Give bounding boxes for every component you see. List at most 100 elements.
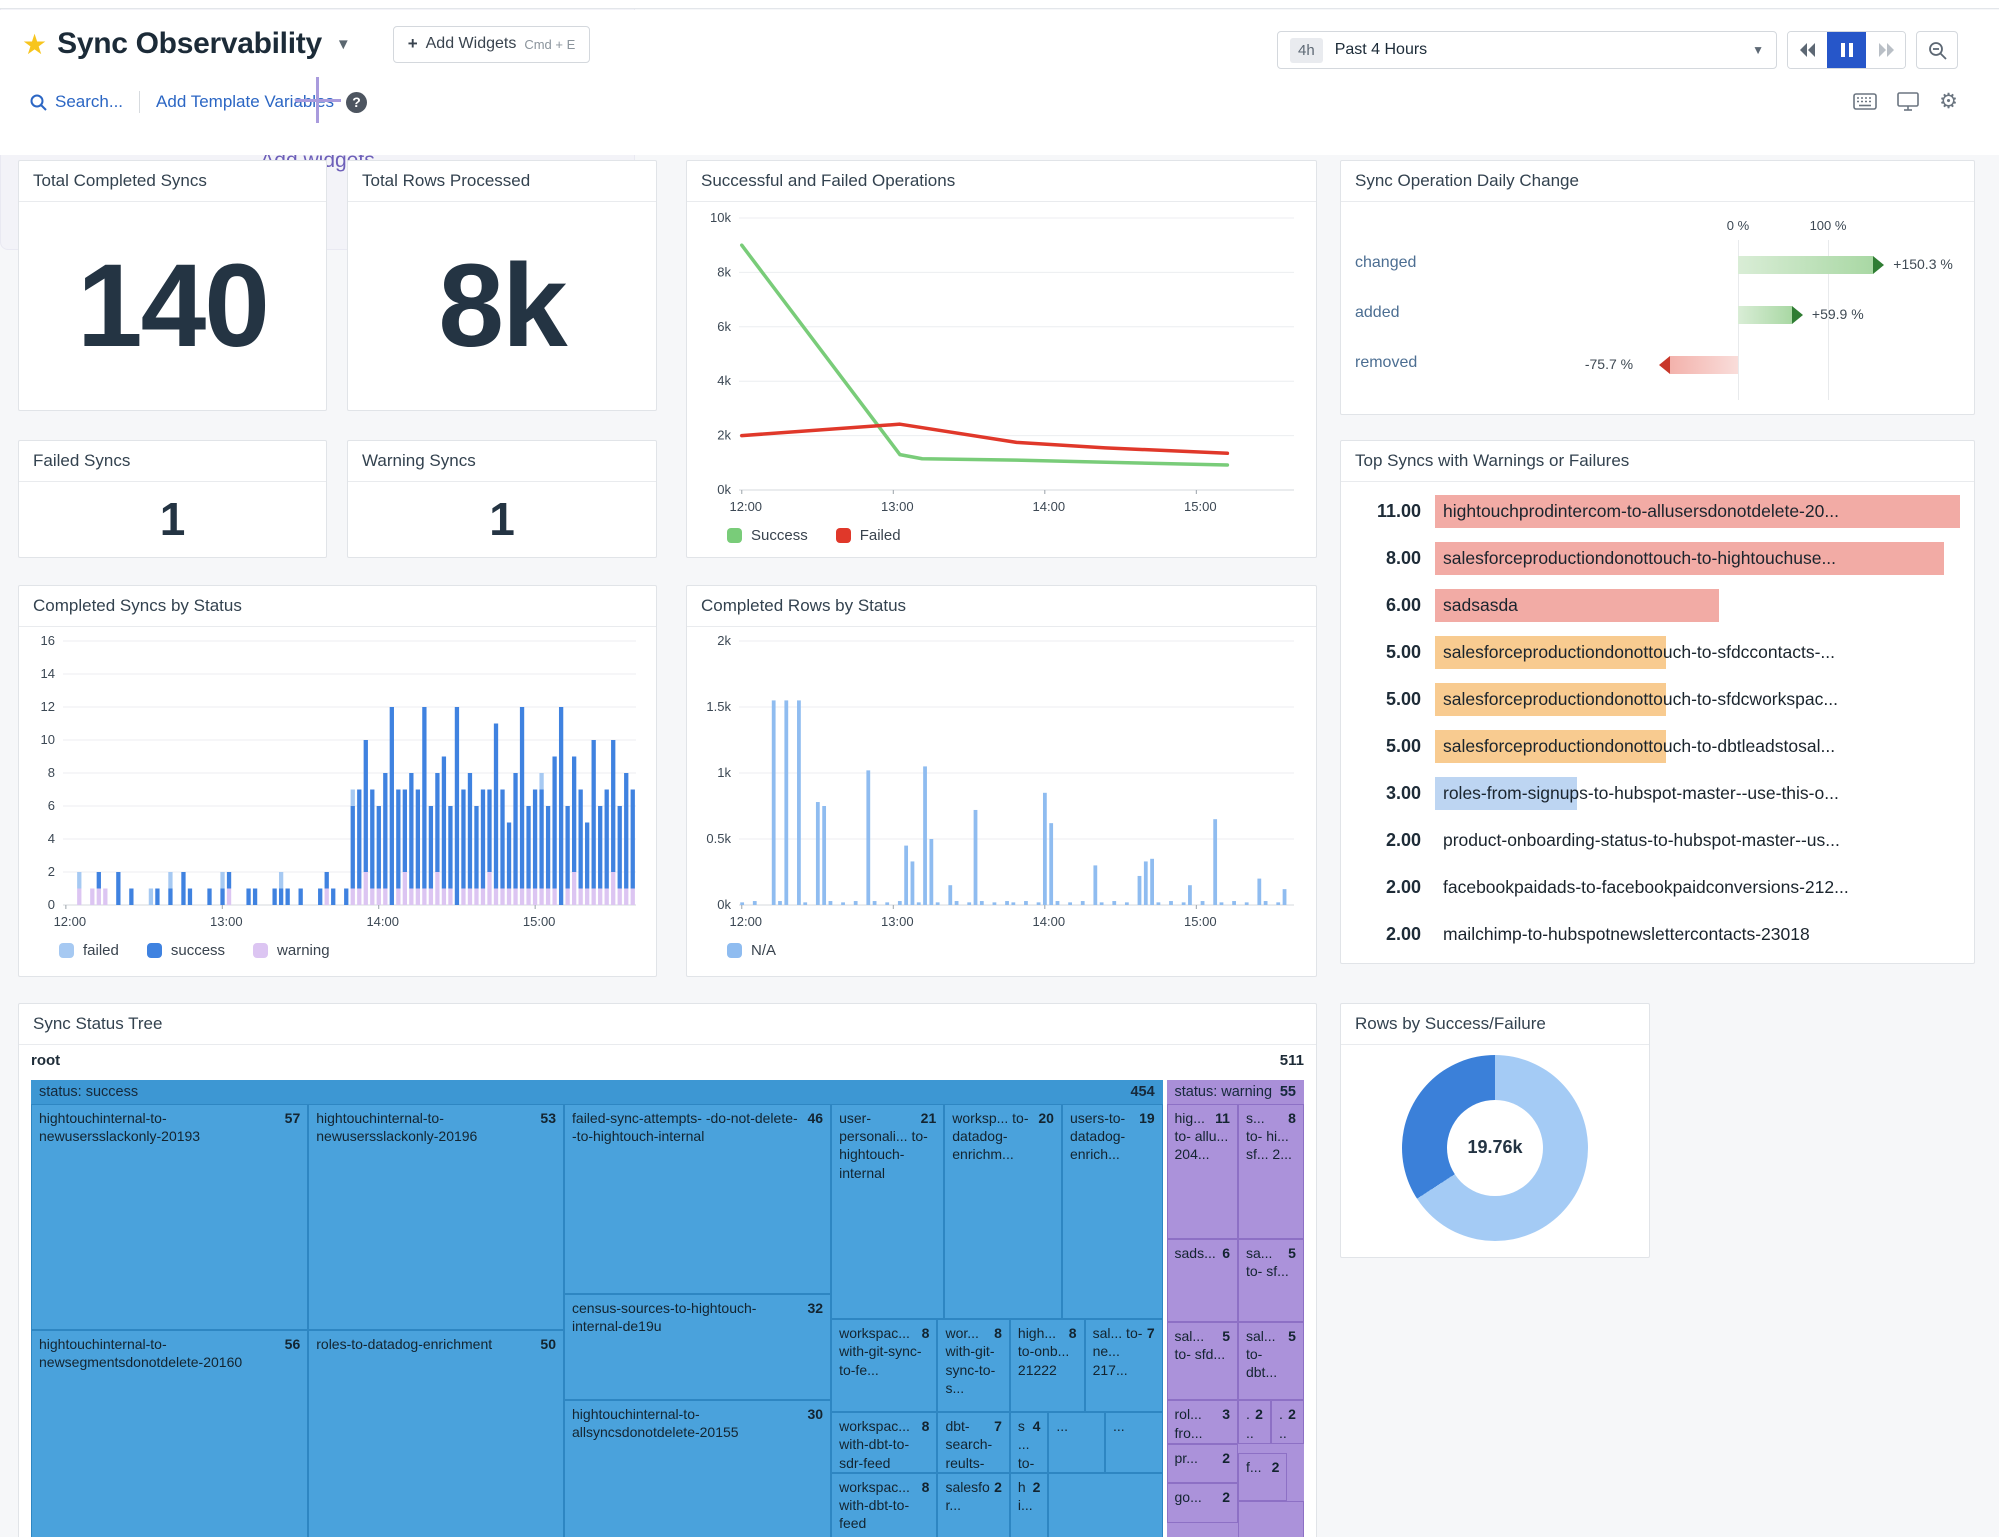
top-sync-value: 11.00 — [1376, 501, 1421, 521]
treemap-cell[interactable]: 8 workspac... with-dbt-to-feed — [831, 1472, 938, 1537]
legend-item[interactable]: Success — [727, 527, 808, 544]
treemap-cell[interactable] — [1237, 1500, 1304, 1537]
daily-change-bar[interactable] — [1738, 306, 1792, 324]
card-total-completed-syncs: Total Completed Syncs 140 — [18, 160, 327, 411]
treemap-cell[interactable]: 8 workspac... with-dbt-to-sdr-feed — [831, 1412, 938, 1473]
title-chevron-down-icon[interactable]: ▼ — [335, 35, 351, 53]
top-sync-row[interactable]: 5.00 salesforceproductiondonottouch-to-s… — [1341, 629, 1974, 676]
syncs-by-status-bar-chart[interactable]: 0 2 4 6 8 10 12 14 16 12:00 13:00 14:00 15:00 — [19, 627, 656, 936]
treemap-cell[interactable]: 2 go... — [1166, 1483, 1238, 1523]
top-syncs-list: 11.00 hightouchprodintercom-to-allusersd… — [1341, 482, 1974, 958]
treemap-cell[interactable]: 4s... to- sf... — [1009, 1412, 1049, 1473]
legend-item[interactable]: N/A — [727, 942, 776, 959]
daily-change-bar[interactable] — [1669, 356, 1738, 374]
playback-controls — [1787, 31, 1906, 69]
add-widgets-button[interactable]: + Add Widgets Cmd + E — [392, 25, 591, 63]
treemap-cell[interactable]: 2... — [1237, 1400, 1271, 1445]
treemap-cell[interactable]: 21 user-personali... to-hightouch-interna… — [831, 1104, 945, 1320]
treemap-cell[interactable]: 56 hightouchinternal-to-newsegmentsdonotd… — [31, 1330, 309, 1537]
treemap-cell[interactable]: 20 worksp... to-datadog-enrichm... — [944, 1104, 1062, 1320]
add-template-variables-link[interactable]: Add Template Variables — [156, 92, 335, 111]
treemap-cell[interactable]: 6 sads... — [1166, 1239, 1238, 1322]
treemap-cell[interactable]: 46 failed-sync-attempts- -do-not-delete- … — [564, 1104, 832, 1294]
top-sync-value: 2.00 — [1385, 830, 1421, 850]
top-sync-row[interactable]: 5.00 salesforceproductiondonottouch-to-d… — [1341, 723, 1974, 770]
legend-item[interactable]: success — [146, 942, 225, 959]
help-icon[interactable]: ? — [346, 91, 368, 113]
treemap-cell[interactable]: 8 s... to- hi... sf... 2... — [1237, 1104, 1304, 1240]
daily-change-chart[interactable]: 0 % 100 % changed +150.3 % added +59.9 %… — [1341, 202, 1974, 414]
treemap-section-header[interactable]: status: success 454 — [31, 1080, 1163, 1104]
treemap-cell[interactable]: ... — [1048, 1412, 1105, 1473]
top-sync-row[interactable]: 2.00 product-onboarding-status-to-hubspo… — [1341, 817, 1974, 864]
treemap-cell[interactable]: 8 high... to-onb... 21222 — [1009, 1319, 1085, 1413]
treemap-cell[interactable]: 8 wor... with-git-sync-to-s... — [937, 1319, 1010, 1413]
rewind-button[interactable] — [1788, 32, 1827, 68]
time-range-picker[interactable]: 4h Past 4 Hours ▼ — [1277, 31, 1777, 69]
top-sync-label: mailchimp-to-hubspotnewslettercontacts-2… — [1443, 924, 1810, 944]
svg-text:15:00: 15:00 — [1184, 499, 1217, 514]
treemap-cell[interactable]: 50 roles-to-datadog-enrichment — [308, 1330, 564, 1537]
treemap-body: status: success 454 57 hightouchinternal-t… — [31, 1080, 1304, 1537]
settings-gear-icon[interactable]: ⚙ — [1939, 90, 1958, 113]
daily-change-row: added +59.9 % — [1355, 304, 1864, 324]
favorite-star-icon[interactable]: ★ — [22, 28, 48, 60]
legend-swatch — [727, 943, 742, 958]
top-sync-row[interactable]: 11.00 hightouchprodintercom-to-allusersd… — [1341, 488, 1974, 535]
top-sync-row[interactable]: 2.00 mailchimp-to-hubspotnewsletterconta… — [1341, 911, 1974, 958]
treemap-cell[interactable]: ... — [1104, 1412, 1163, 1473]
treemap-cell[interactable]: 2 salesfor... — [937, 1472, 1010, 1537]
treemap-cell[interactable]: 5 sal... to- sfd... — [1166, 1322, 1238, 1401]
top-sync-row[interactable]: 2.00 facebookpaidads-to-facebookpaidconv… — [1341, 864, 1974, 911]
donut-center-value: 19.76k — [1447, 1099, 1543, 1196]
keyboard-shortcuts-icon[interactable] — [1853, 93, 1877, 110]
top-sync-row[interactable]: 6.00 sadsasda — [1341, 582, 1974, 629]
treemap-cell[interactable]: 2 f... — [1237, 1452, 1288, 1501]
treemap-cell[interactable]: 3 rol... fro... — [1166, 1400, 1238, 1445]
title-row: ★ Sync Observability ▼ + Add Widgets Cmd… — [22, 20, 1979, 69]
treemap-cell[interactable]: 2 pr... — [1166, 1444, 1238, 1484]
add-widgets-plus-icon — [294, 77, 341, 123]
treemap-cell[interactable] — [1048, 1472, 1163, 1537]
search-input[interactable]: Search... — [30, 92, 123, 112]
operations-line-chart[interactable]: 0k 2k 4k 6k 8k 10k 12:00 13:00 14:00 15:00 — [687, 202, 1316, 521]
tv-mode-icon[interactable] — [1897, 92, 1919, 111]
top-sync-value: 5.00 — [1385, 689, 1421, 709]
top-sync-label: salesforceproductiondonottouch-to-highto… — [1443, 548, 1837, 568]
treemap-cell[interactable]: 53 hightouchinternal-to-newusersslackonly… — [308, 1104, 564, 1330]
daily-change-label: added — [1355, 304, 1400, 321]
rows-by-status-bar-chart[interactable]: 0k 0.5k 1k 1.5k 2k 12:00 13:00 14:00 15:00 — [687, 627, 1316, 936]
daily-change-bar[interactable] — [1738, 256, 1874, 274]
treemap-cell[interactable]: 57 hightouchinternal-to-newusersslackonly… — [31, 1104, 309, 1330]
top-sync-row[interactable]: 5.00 salesforceproductiondonottouch-to-s… — [1341, 676, 1974, 723]
svg-text:13:00: 13:00 — [881, 914, 914, 929]
pause-button[interactable] — [1827, 32, 1866, 68]
top-sync-label: salesforceproductiondonottouch-to-sfdcco… — [1443, 642, 1836, 662]
treemap-root-value: 511 — [1279, 1052, 1304, 1069]
svg-text:10: 10 — [41, 732, 55, 747]
treemap-cell[interactable]: 2... — [1270, 1400, 1304, 1445]
treemap-cell[interactable]: 5 sal... to- dbt... — [1237, 1322, 1304, 1401]
treemap-section: status: warning 55 11 hig... to- allu... 2… — [1166, 1080, 1304, 1537]
treemap-section-header[interactable]: status: warning 55 — [1166, 1080, 1304, 1104]
treemap-cell[interactable]: 19 users-to-datadog-enrich... — [1061, 1104, 1163, 1320]
legend-item[interactable]: failed — [59, 942, 119, 959]
legend-item[interactable]: warning — [253, 942, 330, 959]
rows-success-failure-donut[interactable]: 19.76k — [1402, 1054, 1588, 1241]
legend-item[interactable]: Failed — [835, 527, 901, 544]
top-sync-row[interactable]: 8.00 salesforceproductiondonottouch-to-h… — [1341, 535, 1974, 582]
treemap-cell[interactable]: 8 workspac... with-git-sync-to-fe... — [831, 1319, 938, 1413]
top-sync-row[interactable]: 3.00 roles-from-signups-to-hubspot-maste… — [1341, 770, 1974, 817]
svg-text:14:00: 14:00 — [1033, 914, 1066, 929]
treemap-cell[interactable]: 7 sal... to-ne... 217... — [1084, 1319, 1163, 1413]
svg-text:13:00: 13:00 — [881, 499, 914, 514]
treemap-cell[interactable]: 7dbt-search-reults-to... — [937, 1412, 1010, 1473]
fast-forward-button[interactable] — [1866, 32, 1905, 68]
treemap-cell[interactable]: 32 census-sources-to-hightouch-internal-d… — [564, 1293, 832, 1401]
treemap-cell[interactable]: 30 hightouchinternal-to-allsyncsdonotdele… — [564, 1400, 832, 1537]
treemap-cell[interactable]: 11 hig... to- allu... 204... — [1166, 1104, 1238, 1240]
zoom-out-button[interactable] — [1916, 31, 1958, 69]
treemap-cell[interactable]: 5 sa... to- sf... — [1237, 1239, 1304, 1322]
severity-bar — [1435, 542, 1945, 575]
treemap-cell[interactable]: 2 hi... — [1009, 1472, 1049, 1537]
